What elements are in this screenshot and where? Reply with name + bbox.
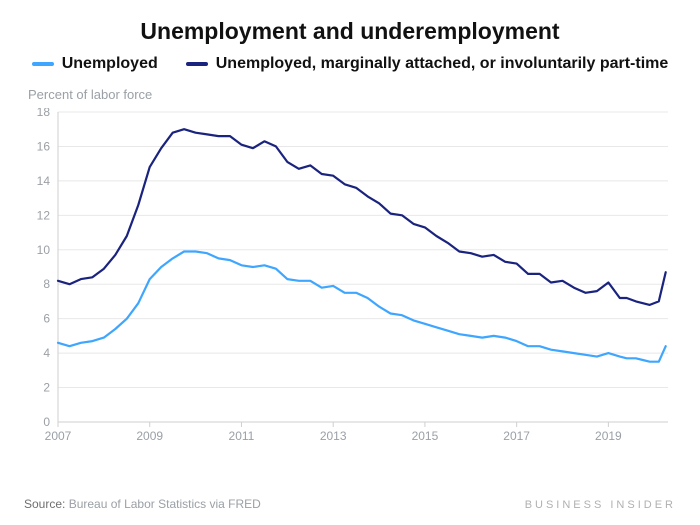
brand-text: BUSINESS INSIDER (525, 499, 676, 511)
svg-text:2017: 2017 (503, 429, 530, 443)
footer: Source: Bureau of Labor Statistics via F… (24, 497, 676, 511)
svg-text:8: 8 (43, 277, 50, 291)
legend-item-u6: Unemployed, marginally attached, or invo… (186, 55, 669, 73)
svg-text:4: 4 (43, 346, 50, 360)
legend-item-u3: Unemployed (32, 55, 158, 73)
svg-text:2009: 2009 (136, 429, 163, 443)
svg-text:10: 10 (37, 243, 51, 257)
plot-svg: 0 2 4 6 8 10 12 14 16 18 2007 2009 2011 2013 2015 2017 2… (24, 108, 676, 448)
chart-title: Unemployment and underemployment (24, 18, 676, 45)
svg-text:0: 0 (43, 415, 50, 429)
svg-text:14: 14 (37, 174, 51, 188)
svg-text:6: 6 (43, 312, 50, 326)
series-u3 (58, 252, 666, 362)
legend-swatch-u6 (186, 62, 208, 66)
y-axis-label: Percent of labor force (28, 87, 676, 102)
legend-swatch-u3 (32, 62, 54, 66)
source-text: Bureau of Labor Statistics via FRED (69, 497, 261, 511)
chart-container: Unemployment and underemployment Unemplo… (0, 0, 700, 525)
legend-label-u6: Unemployed, marginally attached, or invo… (216, 55, 669, 73)
legend-label-u3: Unemployed (62, 55, 158, 73)
svg-text:12: 12 (37, 208, 51, 222)
source-label: Source: (24, 497, 65, 511)
svg-text:2015: 2015 (412, 429, 439, 443)
svg-text:18: 18 (37, 108, 51, 119)
legend: Unemployed Unemployed, marginally attach… (24, 55, 676, 73)
svg-text:16: 16 (37, 139, 51, 153)
plot-area: 0 2 4 6 8 10 12 14 16 18 2007 2009 2011 2013 2015 2017 2… (24, 108, 676, 448)
svg-text:2011: 2011 (229, 429, 255, 443)
source: Source: Bureau of Labor Statistics via F… (24, 497, 261, 511)
svg-text:2013: 2013 (320, 429, 347, 443)
svg-text:2019: 2019 (595, 429, 622, 443)
svg-text:2: 2 (43, 381, 50, 395)
svg-text:2007: 2007 (45, 429, 72, 443)
